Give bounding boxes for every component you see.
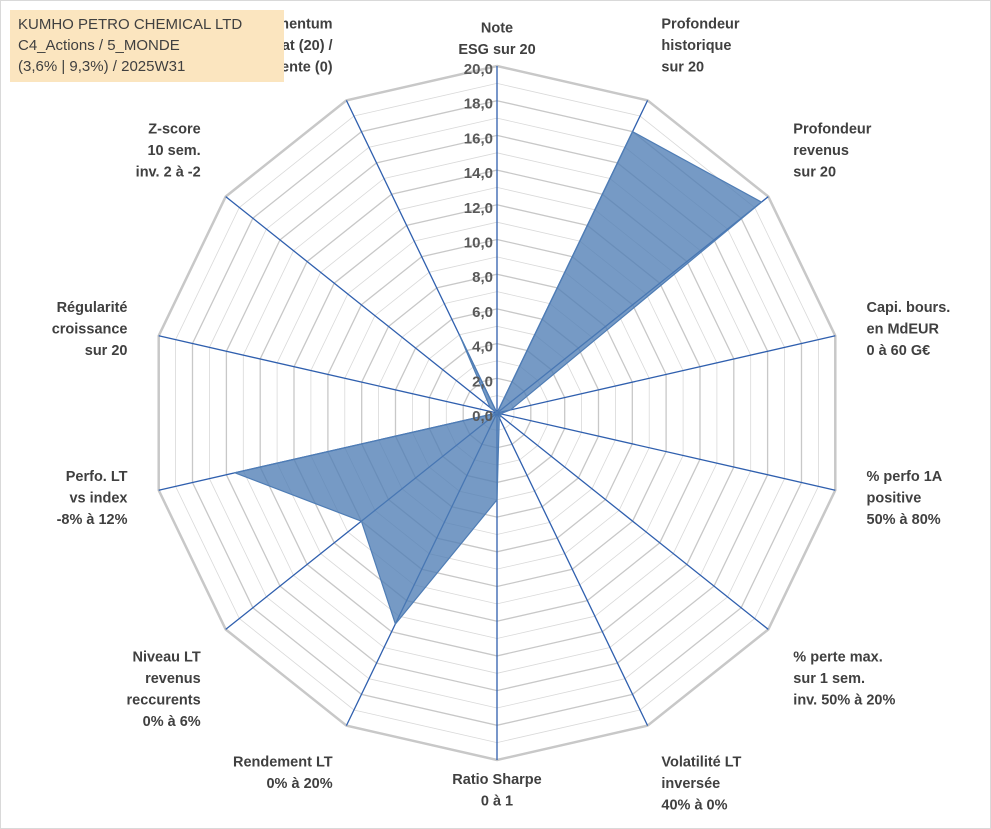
tick-label: 8,0 (472, 269, 493, 286)
category-label-line: vs index (69, 490, 127, 506)
category-label-line: Note (481, 21, 513, 37)
category-label-line: -8% à 12% (57, 512, 128, 528)
title-line-category: C4_Actions / 5_MONDE (18, 37, 180, 54)
category-label-line: Perfo. LT (66, 469, 128, 485)
category-label: Ratio Sharpe 0 à 1 (452, 772, 541, 810)
tick-label: 0,0 (472, 408, 493, 425)
tick-label: 14,0 (464, 165, 493, 182)
category-label: Rendement LT 0% à 20% (233, 755, 333, 793)
axis-spoke (158, 335, 498, 414)
category-label-line: 0 à 1 (481, 794, 513, 810)
category-label-line: 0% à 20% (266, 776, 332, 792)
axis-spoke (496, 412, 836, 491)
tick-label: 6,0 (472, 304, 493, 321)
axis-spoke (225, 196, 498, 414)
tick-label: 18,0 (464, 96, 493, 113)
category-label-line: inv. 50% à 20% (793, 692, 895, 708)
category-label-line: 0 à 60 G€ (867, 343, 931, 359)
category-label-line: % perfo 1A (867, 469, 943, 485)
category-label-line: en MdEUR (867, 322, 940, 338)
axis-spoke (496, 412, 769, 630)
category-label-line: sur 20 (793, 165, 836, 181)
category-label-line: inversée (661, 776, 720, 792)
category-label-line: positive (867, 490, 922, 506)
category-label: Profondeur revenus sur 20 (793, 122, 871, 181)
series-layer (232, 130, 763, 626)
tick-label: 10,0 (464, 235, 493, 252)
tick-label: 2,0 (472, 373, 493, 390)
category-label-line: Ratio Sharpe (452, 772, 541, 788)
tick-label: 4,0 (472, 339, 493, 356)
category-label: Perfo. LT vs index -8% à 12% (57, 469, 128, 528)
category-label-line: Volatilité LT (661, 755, 741, 771)
category-label-line: sur 20 (661, 60, 704, 76)
tick-label: 20,0 (464, 61, 493, 78)
category-label: Note ESG sur 20 (458, 21, 535, 59)
category-label: % perte max. sur 1 sem. inv. 50% à 20% (793, 649, 895, 708)
category-label: Volatilité LT inversée 40% à 0% (661, 755, 741, 814)
category-label-line: 50% à 80% (867, 512, 941, 528)
tick-label: 16,0 (464, 130, 493, 147)
category-label-line: Profondeur (661, 17, 739, 33)
category-label-line: reccurents (127, 692, 201, 708)
category-label: Z-score 10 sem. inv. 2 à -2 (136, 122, 201, 181)
series-area (232, 130, 763, 626)
axis-spoke (496, 335, 836, 414)
category-label-line: 40% à 0% (661, 798, 727, 814)
category-label-line: % perte max. (793, 649, 882, 665)
category-label-line: sur 1 sem. (793, 671, 865, 687)
category-label-line: Régularité (57, 300, 128, 316)
category-label-line: sur 20 (85, 343, 128, 359)
title-line-company: KUMHO PETRO CHEMICAL LTD (18, 16, 243, 33)
tick-layer: 0,0 2,0 4,0 6,0 8,0 10,0 12,0 14,0 16,0 18,0 20,0 (464, 61, 493, 425)
category-label: Capi. bours. en MdEUR 0 à 60 G€ (867, 300, 951, 359)
category-label-line: 10 sem. (147, 143, 200, 159)
tick-label: 12,0 (464, 200, 493, 217)
category-label-line: revenus (145, 671, 201, 687)
category-label-line: Capi. bours. (867, 300, 951, 316)
category-label: Niveau LT revenus reccurents 0% à 6% (127, 649, 201, 730)
category-label: % perfo 1A positive 50% à 80% (867, 469, 943, 528)
title-line-stats: (3,6% | 9,3%) / 2025W31 (18, 58, 186, 75)
category-label-line: Z-score (148, 122, 200, 138)
category-label-line: Profondeur (793, 122, 871, 138)
category-label-line: croissance (52, 322, 128, 338)
category-label: Régularité croissance sur 20 (52, 300, 128, 359)
category-label-line: ESG sur 20 (458, 42, 535, 58)
label-layer: Note ESG sur 20 Profondeur historique sur 20… (52, 17, 951, 814)
category-label-line: revenus (793, 143, 849, 159)
category-label-line: historique (661, 38, 731, 54)
category-label-line: Rendement LT (233, 755, 333, 771)
category-label-line: Niveau LT (132, 649, 200, 665)
axis-spoke (496, 412, 649, 726)
category-label-line: Vente (0) (272, 60, 333, 76)
category-label: Profondeur historique sur 20 (661, 17, 739, 76)
category-label-line: inv. 2 à -2 (136, 165, 201, 181)
category-label-line: 0% à 6% (143, 714, 201, 730)
title-box: KUMHO PETRO CHEMICAL LTD C4_Actions / 5_… (10, 10, 284, 82)
